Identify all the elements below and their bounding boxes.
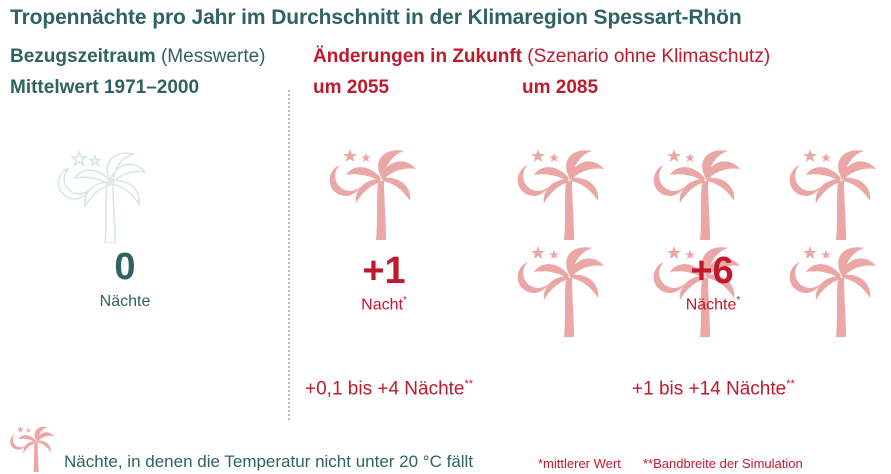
palm-moon-icon bbox=[326, 145, 416, 240]
unit-2085-text: Nächte bbox=[685, 296, 737, 314]
palm-moon-icon bbox=[650, 145, 740, 240]
future-label: Änderungen in Zukunft bbox=[313, 46, 522, 67]
value-2055: +1 bbox=[362, 250, 406, 292]
future-label-note: (Szenario ohne Klimaschutz) bbox=[527, 46, 771, 67]
palm-moon-icon bbox=[786, 145, 876, 240]
reference-label-note: (Messwerte) bbox=[160, 46, 266, 67]
range-2085-mark: ** bbox=[786, 378, 795, 390]
period-2055-label: um 2055 bbox=[313, 77, 390, 98]
palm-moon-icon bbox=[8, 424, 54, 472]
unit-2085-mark: * bbox=[736, 295, 741, 306]
unit-2055-text: Nacht bbox=[361, 296, 403, 314]
unit-2085: Nächte* bbox=[643, 295, 783, 314]
value-2085: +6 bbox=[690, 250, 734, 292]
column-divider bbox=[288, 90, 290, 420]
range-2055-mark: ** bbox=[464, 378, 474, 390]
future-header: Änderungen in Zukunft (Szenario ohne Kli… bbox=[313, 46, 770, 68]
reference-period: Mittelwert 1971–2000 bbox=[10, 77, 200, 98]
unit-2055-mark: * bbox=[402, 295, 407, 306]
reference-header: Bezugszeitraum (Messwerte) bbox=[10, 46, 266, 68]
palm-moon-icon bbox=[55, 148, 145, 243]
footnote-mean: *mittlerer Wert bbox=[538, 456, 621, 471]
palm-moon-icon bbox=[786, 242, 876, 337]
reference-label: Bezugszeitraum bbox=[10, 46, 156, 67]
palm-moon-icon bbox=[514, 242, 604, 337]
range-2055-text: +0,1 bis +4 Nächte bbox=[305, 378, 465, 400]
unit-2055: Nacht* bbox=[314, 295, 454, 314]
range-2085-text: +1 bis +14 Nächte bbox=[632, 378, 787, 400]
period-2085-label: um 2085 bbox=[522, 77, 599, 98]
range-2085: +1 bis +14 Nächte** bbox=[632, 378, 795, 400]
range-2055: +0,1 bis +4 Nächte** bbox=[305, 378, 473, 400]
reference-value: 0 bbox=[114, 246, 136, 288]
chart-title: Tropennächte pro Jahr im Durchschnitt in… bbox=[10, 6, 742, 29]
legend-text: Nächte, in denen die Temperatur nicht un… bbox=[64, 452, 474, 471]
palm-moon-icon bbox=[514, 145, 604, 240]
footnote-band: **Bandbreite der Simulation bbox=[643, 456, 803, 471]
reference-unit: Nächte bbox=[99, 293, 151, 310]
